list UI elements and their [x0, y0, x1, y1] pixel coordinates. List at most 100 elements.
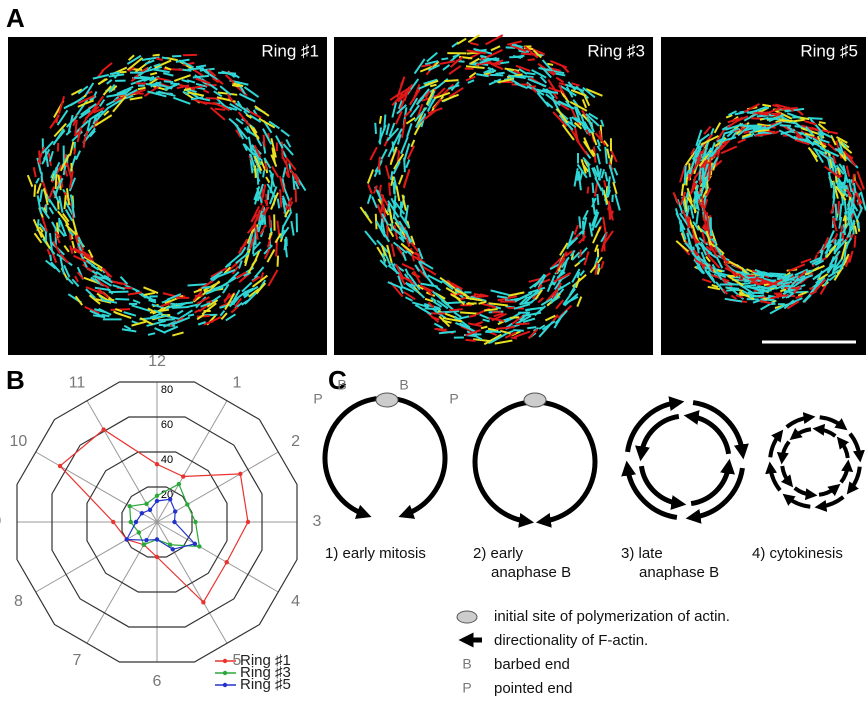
- point: [193, 542, 197, 546]
- step-label: anaphase B: [491, 564, 571, 581]
- filament: [162, 58, 168, 59]
- filament: [844, 224, 845, 235]
- legend-swatch: [223, 683, 227, 687]
- filament: [579, 216, 580, 228]
- filament: [108, 299, 114, 300]
- direction-label: 11: [69, 375, 86, 392]
- filament: [268, 190, 269, 200]
- actin-arrow: [782, 442, 789, 459]
- filament: [580, 250, 581, 257]
- legend-text: pointed end: [494, 680, 572, 697]
- filament: [449, 309, 463, 310]
- filament: [686, 177, 687, 186]
- step-label: 4) cytokinesis: [752, 545, 843, 562]
- direction-label: 1: [233, 375, 242, 392]
- filament: [379, 157, 380, 170]
- point: [155, 462, 159, 466]
- filament: [836, 204, 837, 221]
- filament: [490, 75, 503, 76]
- image-title: Ring ♯1: [261, 41, 319, 60]
- end-label: P: [449, 391, 458, 407]
- point: [137, 530, 141, 534]
- filament: [480, 56, 486, 57]
- filament: [776, 295, 795, 296]
- direction-label: 7: [73, 652, 82, 669]
- step-label: 1) early mitosis: [325, 545, 426, 562]
- filament: [858, 222, 859, 229]
- legend-swatch: [223, 671, 227, 675]
- filament: [58, 201, 59, 210]
- filament: [264, 135, 265, 147]
- point: [173, 509, 177, 513]
- point: [168, 497, 172, 501]
- filament: [484, 309, 498, 310]
- step-label: 3) late: [621, 545, 663, 562]
- legend-key: B: [462, 656, 471, 672]
- point: [201, 600, 205, 604]
- point: [128, 504, 132, 508]
- point: [197, 544, 201, 548]
- point: [185, 502, 189, 506]
- filament: [50, 255, 51, 261]
- end-label: B: [399, 377, 408, 393]
- filament: [280, 189, 281, 207]
- point: [144, 538, 148, 542]
- filament: [819, 122, 826, 123]
- direction-label: 4: [291, 593, 300, 610]
- filament: [263, 170, 264, 177]
- filament: [34, 184, 35, 196]
- point: [155, 537, 159, 541]
- actin-arrow: [541, 402, 595, 521]
- direction-label: 2: [291, 433, 300, 450]
- point: [238, 472, 242, 476]
- legend-swatch: [223, 659, 227, 663]
- filament: [115, 299, 129, 300]
- filament: [56, 174, 57, 189]
- filament: [597, 194, 598, 205]
- filament: [158, 319, 175, 320]
- point: [148, 508, 152, 512]
- filament: [726, 290, 739, 291]
- filament: [840, 232, 841, 244]
- filament: [269, 215, 270, 228]
- filament: [486, 331, 501, 332]
- filament: [465, 340, 475, 341]
- actin-arrow: [818, 429, 835, 436]
- filament: [404, 158, 405, 172]
- point: [142, 543, 146, 547]
- filament: [296, 188, 297, 202]
- actin-arrow: [691, 466, 728, 503]
- point: [101, 427, 105, 431]
- filament: [808, 118, 823, 119]
- filament: [266, 194, 267, 206]
- actin-arrow: [770, 467, 780, 490]
- end-label: P: [313, 391, 322, 407]
- filament: [752, 287, 762, 288]
- actin-arrow: [841, 441, 848, 458]
- polymerization-site: [376, 393, 398, 407]
- filament: [511, 337, 517, 338]
- actin-arrow: [820, 417, 843, 426]
- step-label: anaphase B: [639, 564, 719, 581]
- filament: [704, 210, 705, 220]
- image-title: Ring ♯5: [800, 41, 858, 60]
- direction-label: 10: [10, 433, 28, 450]
- filament: [780, 125, 791, 126]
- legend-text: initial site of polymerization of actin.: [494, 608, 730, 625]
- filament: [600, 131, 601, 140]
- filament: [153, 55, 160, 56]
- r-tick-label: 80: [161, 384, 173, 396]
- filament: [164, 81, 173, 82]
- actin-arrow: [787, 417, 810, 427]
- direction-label: 3: [313, 513, 322, 530]
- actin-arrow: [782, 466, 789, 483]
- point: [246, 520, 250, 524]
- point: [177, 482, 181, 486]
- legend-site: [457, 611, 477, 623]
- legend-key: P: [462, 680, 471, 696]
- filament: [188, 315, 194, 316]
- actin-arrow: [850, 467, 859, 490]
- point: [111, 520, 115, 524]
